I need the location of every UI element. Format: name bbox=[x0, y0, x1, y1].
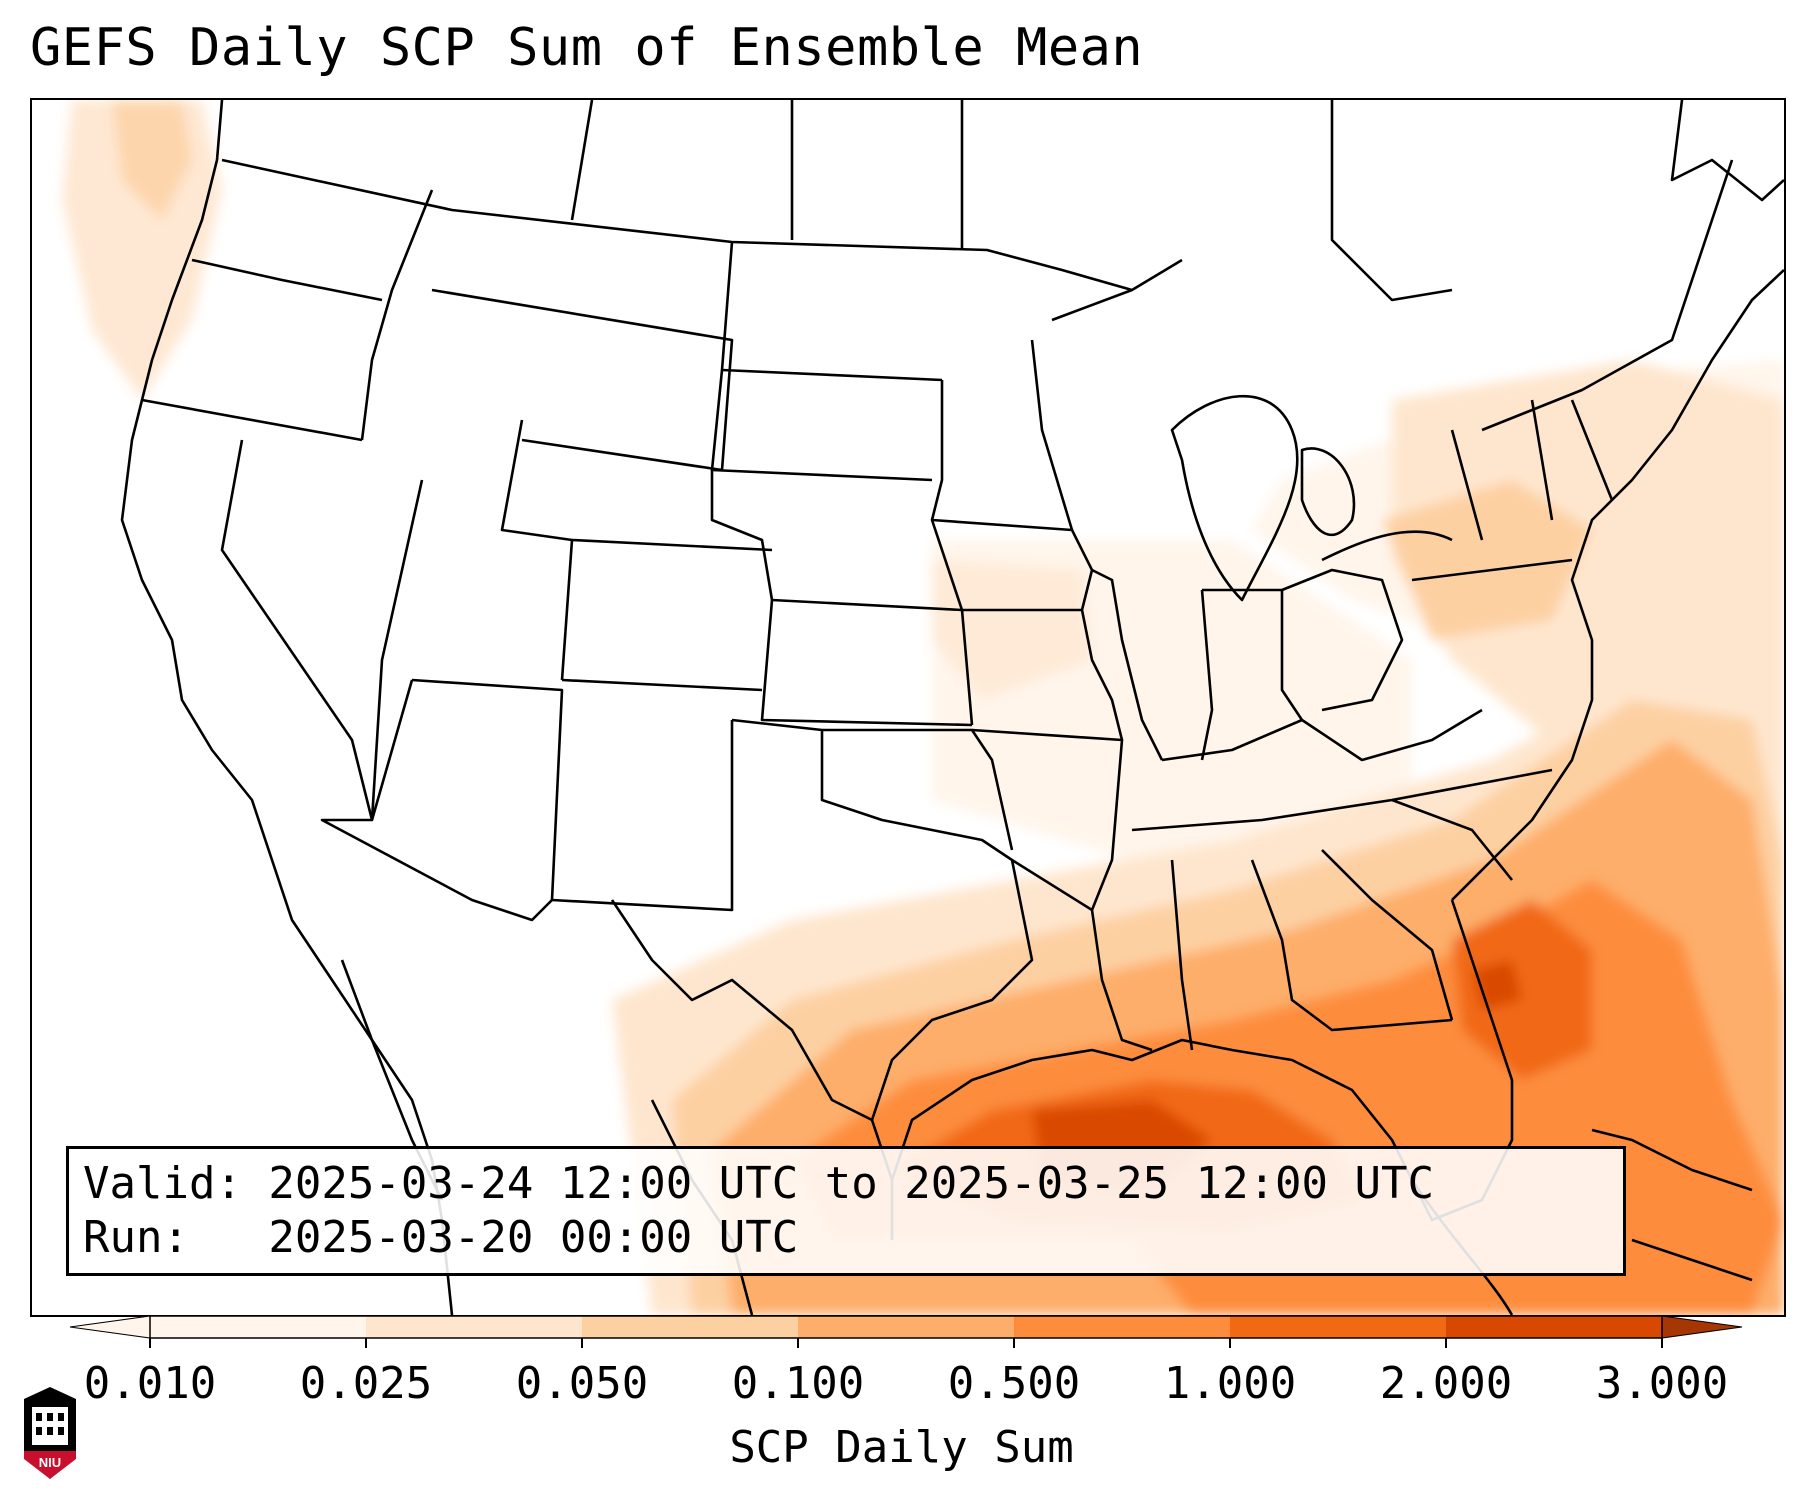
colorbar-tick-label: 1.000 bbox=[1163, 1358, 1297, 1409]
colorbar-tick-label: 0.100 bbox=[731, 1358, 865, 1409]
niu-logo: NIU bbox=[24, 1387, 76, 1479]
colorbar-segment bbox=[798, 1316, 1014, 1338]
colorbar bbox=[69, 1315, 1743, 1348]
state-borders bbox=[120, 100, 1784, 1315]
colorbar-segment bbox=[1014, 1316, 1230, 1338]
colorbar-tick-label: 0.500 bbox=[947, 1358, 1081, 1409]
map-panel bbox=[30, 98, 1786, 1317]
valid-time-line: Valid: 2025-03-24 12:00 UTC to 2025-03-2… bbox=[83, 1158, 1435, 1209]
colorbar-tick-label: 2.000 bbox=[1379, 1358, 1513, 1409]
run-time-line: Run: 2025-03-20 00:00 UTC bbox=[83, 1212, 799, 1263]
colorbar-segment bbox=[366, 1316, 582, 1338]
colorbar-extend-high bbox=[1661, 1315, 1743, 1339]
logo-text: NIU bbox=[39, 1455, 61, 1470]
colorbar-tick-label: 0.050 bbox=[515, 1358, 649, 1409]
map-canvas bbox=[32, 100, 1784, 1315]
colorbar-tick-label: 3.000 bbox=[1595, 1358, 1729, 1409]
colorbar-segment bbox=[1446, 1316, 1662, 1338]
colorbar-label: SCP Daily Sum bbox=[729, 1422, 1074, 1473]
colorbar-segment bbox=[1230, 1316, 1446, 1338]
colorbar-tick-label: 0.025 bbox=[299, 1358, 433, 1409]
colorbar-segment bbox=[582, 1316, 798, 1338]
chart-title: GEFS Daily SCP Sum of Ensemble Mean bbox=[30, 18, 1144, 78]
colorbar-segment bbox=[150, 1316, 366, 1338]
colorbar-tick-label: 0.010 bbox=[83, 1358, 217, 1409]
colorbar-extend-low bbox=[69, 1315, 151, 1339]
valid-run-info-box: Valid: 2025-03-24 12:00 UTC to 2025-03-2… bbox=[66, 1146, 1626, 1276]
